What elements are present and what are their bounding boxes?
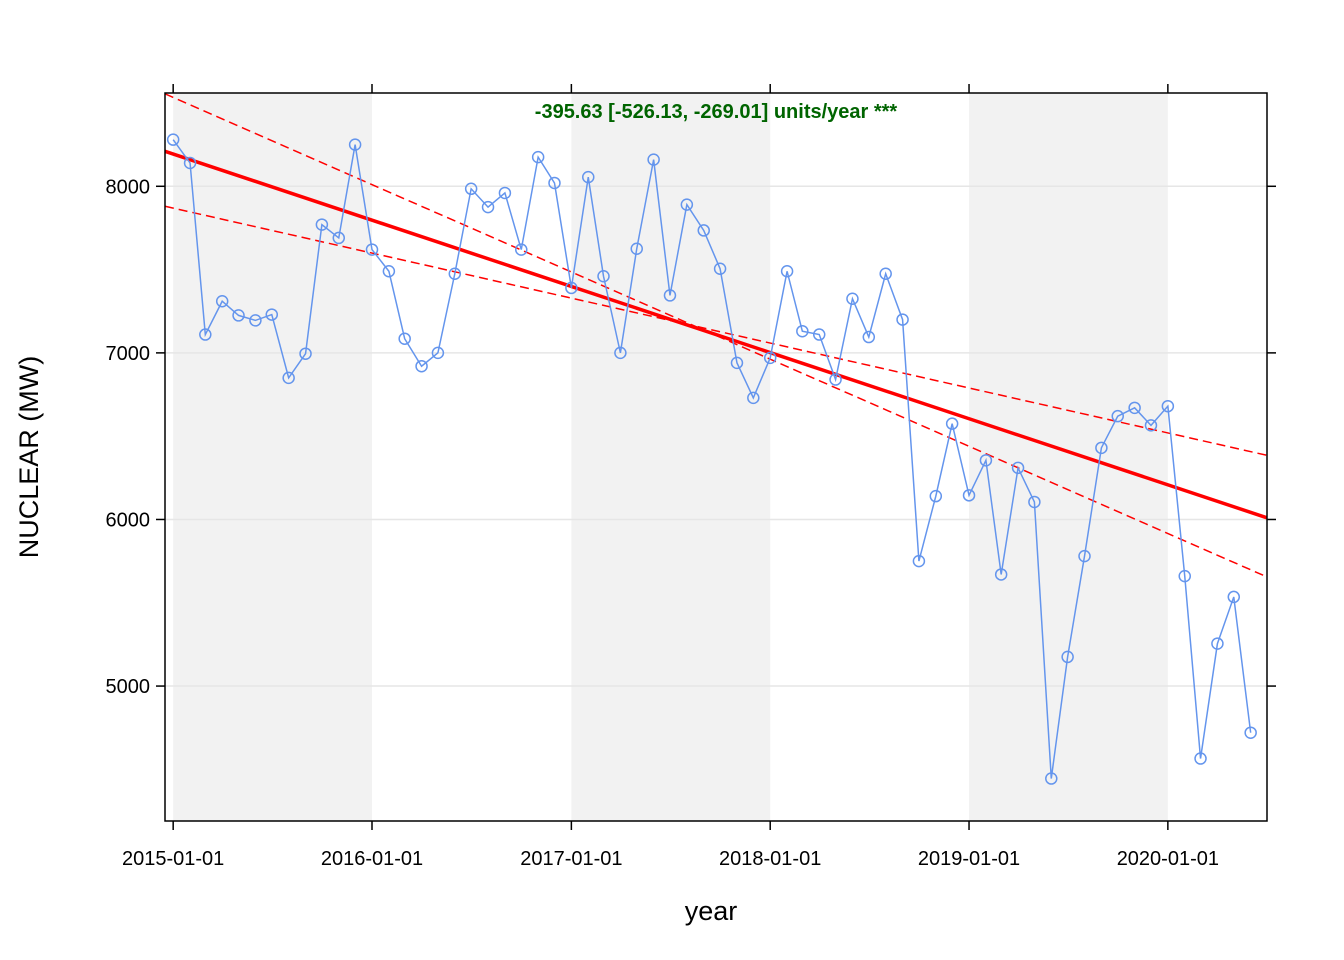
data-point-2016-11-01 (531, 150, 545, 164)
data-point-2015-01-01 (166, 133, 180, 146)
year-shading-bands (173, 93, 1168, 821)
x-tick-label-2018-01-01: 2018-01-01 (719, 848, 821, 870)
data-point-2017-12-01 (747, 391, 760, 405)
data-point-2015-03-01 (199, 328, 212, 341)
data-point-2019-11-01 (1128, 401, 1141, 415)
data-point-2016-06-01 (448, 267, 462, 281)
data-point-2015-09-01 (299, 347, 312, 360)
y-tick-label-6000: 6000 (106, 509, 151, 531)
data-point-2017-01-01 (565, 281, 578, 295)
data-point-2016-09-01 (498, 186, 512, 200)
data-point-2020-01-01 (1161, 399, 1175, 413)
data-point-2017-08-01 (680, 198, 694, 211)
data-point-2015-05-01 (232, 309, 245, 322)
data-point-2016-04-01 (415, 359, 428, 373)
shade-band-2019 (969, 93, 1168, 821)
trend-annotation: -395.63 [-526.13, -269.01] units/year **… (535, 101, 898, 123)
data-point-2020-03-01 (1194, 752, 1207, 765)
data-point-2020-02-01 (1178, 569, 1191, 583)
data-point-2018-11-01 (929, 489, 943, 503)
data-point-2017-11-01 (730, 356, 744, 370)
data-point-2017-04-01 (614, 346, 627, 360)
data-point-2015-11-01 (332, 231, 346, 245)
x-axis-title: year (685, 896, 738, 926)
data-point-2016-10-01 (515, 243, 528, 256)
y-axis-title: NUCLEAR (MW) (14, 356, 44, 559)
data-point-2017-06-01 (647, 153, 660, 166)
data-point-2016-02-01 (382, 265, 396, 278)
data-series (166, 133, 1257, 785)
data-point-2019-03-01 (994, 568, 1008, 581)
data-point-2020-05-01 (1227, 590, 1241, 604)
data-point-2019-04-01 (1011, 461, 1025, 475)
series-line (172, 139, 1252, 779)
data-point-2015-12-01 (348, 138, 362, 151)
data-point-2019-01-01 (962, 489, 976, 502)
trend-fit-line (164, 149, 1268, 520)
data-point-2019-02-01 (979, 454, 993, 467)
data-point-2017-09-01 (697, 224, 710, 237)
x-tick-label-2015-01-01: 2015-01-01 (122, 848, 224, 870)
data-point-2018-05-01 (829, 373, 842, 386)
data-point-2015-08-01 (282, 371, 295, 385)
data-point-2018-06-01 (846, 292, 859, 305)
data-point-2019-06-01 (1045, 772, 1058, 785)
y-tick-label-7000: 7000 (106, 343, 151, 365)
data-point-2016-07-01 (464, 182, 478, 196)
trend-lines (164, 93, 1268, 578)
x-tick-label-2019-01-01: 2019-01-01 (918, 848, 1020, 870)
trend-lower-bound (164, 205, 1268, 457)
x-tick-label-2016-01-01: 2016-01-01 (321, 848, 423, 870)
data-point-2020-04-01 (1211, 637, 1224, 650)
axis-ticks: 2015-01-01 2016-01-01 2017-01-01 2018-01-01… (106, 84, 1276, 870)
y-tick-label-5000: 5000 (106, 676, 151, 698)
data-point-2015-06-01 (249, 314, 262, 327)
data-point-2018-03-01 (796, 324, 809, 338)
data-point-2016-08-01 (481, 200, 495, 214)
data-point-2019-07-01 (1061, 650, 1074, 664)
data-point-2018-02-01 (780, 265, 794, 278)
data-point-2019-12-01 (1144, 419, 1158, 432)
y-tick-label-8000: 8000 (106, 176, 151, 198)
data-point-2018-10-01 (912, 554, 926, 568)
data-point-2017-02-01 (582, 170, 595, 184)
data-point-2016-01-01 (365, 243, 379, 256)
data-point-2019-10-01 (1111, 409, 1124, 423)
shade-band-2015 (173, 93, 372, 821)
data-point-2017-05-01 (630, 242, 643, 256)
data-point-2018-12-01 (945, 417, 959, 430)
data-point-2020-06-01 (1244, 726, 1257, 739)
x-tick-label-2020-01-01: 2020-01-01 (1117, 848, 1219, 870)
data-point-2016-03-01 (398, 332, 411, 345)
data-point-2018-08-01 (879, 267, 892, 281)
data-point-2017-03-01 (597, 269, 610, 283)
data-point-2019-05-01 (1028, 495, 1041, 509)
x-tick-label-2017-01-01: 2017-01-01 (520, 848, 622, 870)
data-point-2019-09-01 (1095, 441, 1108, 455)
data-point-2015-07-01 (265, 308, 279, 321)
data-point-2015-04-01 (215, 294, 229, 308)
data-point-2017-07-01 (663, 289, 677, 302)
data-point-2015-02-01 (183, 156, 197, 170)
data-point-2017-10-01 (713, 262, 727, 276)
data-point-2018-01-01 (763, 351, 777, 365)
trend-upper-bound (164, 93, 1268, 578)
data-point-2019-08-01 (1078, 549, 1091, 563)
plot-frame (164, 92, 1268, 822)
data-point-2016-12-01 (548, 176, 561, 190)
data-point-2018-04-01 (812, 328, 826, 341)
data-point-2016-05-01 (431, 346, 445, 360)
grid-lines (165, 185, 1267, 687)
data-point-2018-09-01 (896, 313, 909, 326)
data-point-2018-07-01 (862, 330, 876, 344)
shade-band-2017 (571, 93, 771, 821)
data-point-2015-10-01 (315, 218, 329, 231)
